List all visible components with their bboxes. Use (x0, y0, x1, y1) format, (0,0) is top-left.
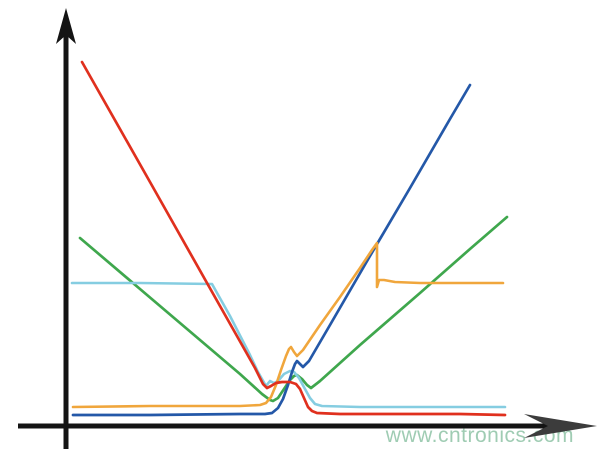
x-axis-arrowhead-icon (524, 414, 597, 438)
y-axis-arrowhead-icon (56, 8, 76, 44)
series-light-blue (70, 281, 507, 409)
watermark: www.cntronics.com (385, 424, 574, 447)
series-red (80, 60, 507, 417)
series-dark-blue (71, 83, 472, 417)
series-orange (71, 241, 505, 409)
series-green (78, 215, 509, 403)
